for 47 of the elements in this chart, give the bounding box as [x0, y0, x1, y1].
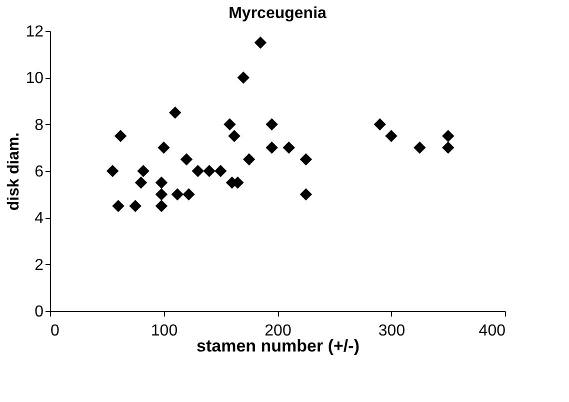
x-tick-label: 200: [264, 322, 292, 340]
point: [282, 142, 295, 154]
x-tick-label: 100: [150, 322, 178, 340]
point: [155, 200, 168, 212]
point: [214, 164, 227, 178]
point: [237, 72, 250, 84]
point: [385, 130, 398, 142]
chart-title: Myrceugenia: [228, 5, 327, 22]
point: [158, 142, 170, 154]
point: [254, 36, 267, 49]
point: [129, 200, 142, 212]
point: [192, 164, 204, 178]
point: [137, 164, 150, 178]
x-tick-label: 400: [478, 322, 506, 340]
point: [134, 176, 148, 189]
y-tick-label: 4: [34, 210, 44, 228]
x-axis-title: stamen number (+/-): [196, 336, 360, 356]
point: [414, 142, 426, 154]
point: [180, 153, 193, 166]
y-tick-label: 0: [34, 304, 44, 320]
point: [228, 130, 240, 142]
point: [182, 188, 195, 200]
y-axis-title: disk diam.: [6, 132, 23, 211]
point: [203, 164, 216, 178]
point: [242, 153, 256, 166]
point: [300, 188, 312, 200]
y-tick-label: 6: [34, 164, 44, 180]
y-tick-label: 12: [26, 24, 44, 40]
point: [266, 118, 278, 130]
point: [224, 118, 236, 130]
x-tick-label: 0: [50, 322, 60, 340]
point: [155, 176, 168, 189]
y-tick-label: 8: [34, 116, 44, 134]
point: [114, 130, 127, 142]
point: [155, 188, 168, 200]
y-tick-label: 10: [26, 70, 44, 88]
point: [106, 164, 119, 178]
point: [112, 200, 124, 212]
point: [442, 130, 454, 142]
point: [169, 106, 182, 119]
x-tick-label: 300: [378, 322, 406, 340]
y-tick-label: 2: [34, 256, 44, 274]
point: [374, 118, 386, 130]
point: [442, 142, 454, 154]
point: [171, 188, 184, 200]
point: [300, 153, 312, 166]
point: [266, 142, 278, 154]
